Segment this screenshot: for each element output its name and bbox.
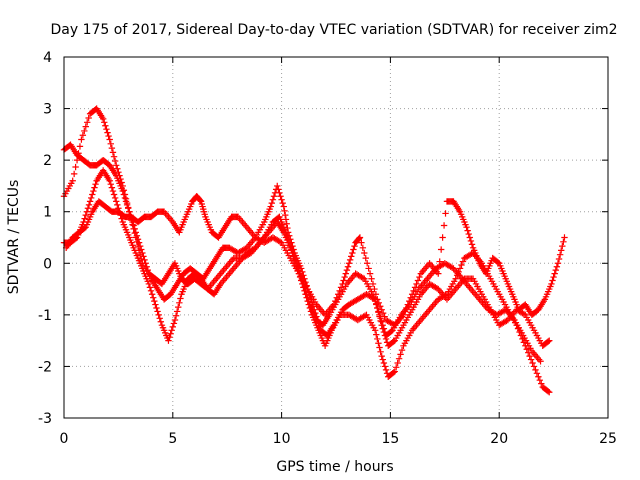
x-tick-label: 0 (60, 431, 69, 447)
y-tick-label: -2 (38, 359, 52, 375)
x-tick-label: 20 (490, 431, 508, 447)
x-tick-label: 25 (599, 431, 617, 447)
y-tick-label: 1 (43, 205, 52, 221)
y-tick-label: -3 (38, 411, 52, 427)
x-tick-label: 5 (168, 431, 177, 447)
chart-title: Day 175 of 2017, Sidereal Day-to-day VTE… (51, 22, 618, 38)
y-tick-label: 0 (43, 256, 52, 272)
chart-background (0, 0, 640, 480)
y-tick-label: 2 (43, 153, 52, 169)
x-tick-label: 15 (381, 431, 399, 447)
y-axis-label: SDTVAR / TECUs (6, 180, 22, 295)
y-tick-label: 4 (43, 50, 52, 66)
chart: Day 175 of 2017, Sidereal Day-to-day VTE… (0, 0, 640, 480)
x-tick-label: 10 (273, 431, 291, 447)
x-axis-label: GPS time / hours (276, 459, 393, 475)
y-tick-label: 3 (43, 102, 52, 118)
y-tick-label: -1 (38, 308, 52, 324)
